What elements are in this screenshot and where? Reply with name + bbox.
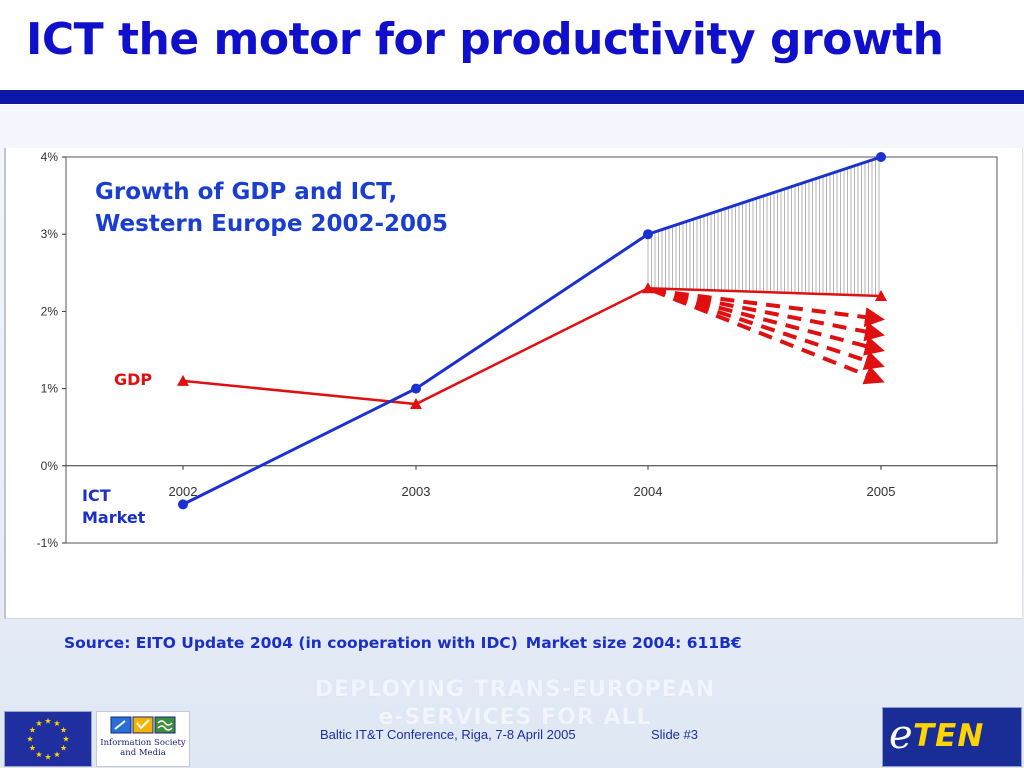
ict-data-point <box>178 499 188 510</box>
gdp-series-label: GDP <box>114 370 153 389</box>
y-tick-label: 4% <box>41 150 59 164</box>
ict-label-line1: ICT <box>82 486 111 505</box>
watermark-line1: DEPLOYING TRANS-EUROPEAN <box>314 677 716 702</box>
x-tick-label: 2005 <box>867 484 896 499</box>
y-tick-label: 3% <box>41 227 59 241</box>
y-tick-label: 1% <box>41 382 59 396</box>
gdp-data-point <box>875 289 887 301</box>
footer-conference: Baltic IT&T Conference, Riga, 7-8 April … <box>320 727 576 742</box>
eu-flag-logo <box>4 711 92 767</box>
footer-slide-number: Slide #3 <box>651 727 698 742</box>
gdp-data-point <box>410 398 422 410</box>
market-size-text: Market size 2004: 611B€ <box>525 634 742 652</box>
infosoc-line1: Information Society <box>100 738 186 748</box>
title-rule <box>0 90 1024 104</box>
gap-hatch <box>647 157 880 296</box>
gdp-data-point <box>177 374 189 386</box>
watermark: DEPLOYING TRANS-EUROPEAN e-SERVICES FOR … <box>205 676 825 732</box>
eu-star-icon <box>35 751 43 758</box>
x-tick-label: 2004 <box>634 484 663 499</box>
gdp-projection-arrow <box>651 288 885 356</box>
chart-axes <box>65 156 998 544</box>
chart-title: Growth of GDP and ICT, Western Europe 20… <box>95 176 515 240</box>
gdp-projection-arrow <box>651 288 885 385</box>
eu-star-icon <box>60 726 67 733</box>
eu-star-icon <box>60 744 67 751</box>
y-tick-label: 2% <box>41 304 59 318</box>
x-tick-label: 2002 <box>169 484 198 499</box>
chart-title-line2: Western Europe 2002-2005 <box>95 211 449 237</box>
gdp-projections <box>651 288 885 385</box>
plot-frame <box>65 156 998 544</box>
ict-series-label: ICT Market <box>82 485 145 529</box>
gdp-data-point <box>642 282 654 294</box>
eten-text: TEN <box>913 718 985 754</box>
watermark-line2: e-SERVICES FOR ALL <box>378 705 652 730</box>
eu-star-icon <box>35 720 43 726</box>
chart-ticks: 4% 3% 2% 1% 0% -1% 2002 2003 2004 2005 <box>37 150 896 550</box>
eu-star-icon <box>53 751 61 758</box>
ict-data-point <box>643 229 653 240</box>
eten-e-letter: e <box>889 712 913 758</box>
eu-star-icon <box>44 753 52 760</box>
eten-logo: e TEN <box>882 707 1022 767</box>
eu-star-icon <box>62 735 70 742</box>
page-title: ICT the motor for productivity growth <box>26 14 944 65</box>
eu-star-icon <box>44 717 52 724</box>
y-tick-label: 0% <box>41 459 59 473</box>
ict-label-line2: Market <box>82 508 146 527</box>
infosoc-pictogram-icon <box>110 716 176 734</box>
chart-title-line1: Growth of GDP and ICT, <box>95 179 398 205</box>
series-lines <box>182 155 882 506</box>
source-note: Source: EITO Update 2004 (in cooperation… <box>64 634 742 652</box>
eu-star-icon <box>53 720 61 726</box>
gdp-projection-arrow <box>651 288 885 328</box>
eu-stars-icon <box>26 717 70 760</box>
x-tick-label: 2003 <box>402 484 431 499</box>
ict-data-point <box>876 152 886 162</box>
gdp-series-line <box>182 286 882 406</box>
source-text: Source: EITO Update 2004 (in cooperation… <box>64 634 518 652</box>
series-markers <box>177 152 887 510</box>
infosoc-line2: and Media <box>120 748 166 758</box>
eu-star-icon <box>26 735 34 742</box>
gdp-projection-arrow <box>651 288 885 370</box>
eu-star-icon <box>29 726 36 733</box>
y-tick-label: -1% <box>37 536 59 550</box>
chart-panel <box>4 148 1023 619</box>
gdp-projection-arrow <box>651 288 885 342</box>
eu-star-icon <box>29 744 36 751</box>
ict-series-line <box>182 155 882 506</box>
ict-data-point <box>411 383 421 394</box>
information-society-logo: Information Society and Media <box>96 711 190 767</box>
